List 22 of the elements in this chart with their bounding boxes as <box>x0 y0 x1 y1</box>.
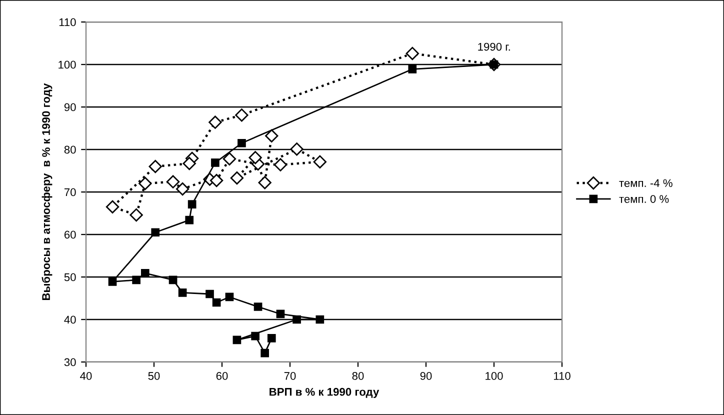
y-tick-label: 110 <box>59 18 76 26</box>
y-tick-label: 60 <box>64 230 76 239</box>
x-tick-label: 100 <box>486 372 503 380</box>
y-tick-label: 100 <box>58 60 76 69</box>
annotation: 1990 г. <box>478 42 510 51</box>
x-tick-label: 90 <box>420 372 432 380</box>
x-tick-label: 40 <box>80 372 92 380</box>
x-tick-label: 70 <box>284 372 296 380</box>
x-tick-label: 60 <box>216 372 228 380</box>
y-tick-label: 90 <box>64 103 76 112</box>
x-tick-label: 110 <box>554 372 570 380</box>
legend-label: темп. 0 % <box>619 195 669 203</box>
y-tick-label: 80 <box>64 146 76 154</box>
x-axis-title: ВРП в % к 1990 году <box>270 388 380 398</box>
x-tick-label: 50 <box>148 372 160 380</box>
y-tick-label: 70 <box>64 188 76 196</box>
x-tick-label: 80 <box>352 372 364 380</box>
y-tick-label: 30 <box>64 358 76 366</box>
legend-label: темп. -4 % <box>619 179 672 188</box>
y-tick-label: 40 <box>64 316 76 324</box>
y-axis-title: Выбросы в атмосферу в % к 1990 году <box>42 83 52 300</box>
y-tick-label: 50 <box>64 273 76 282</box>
